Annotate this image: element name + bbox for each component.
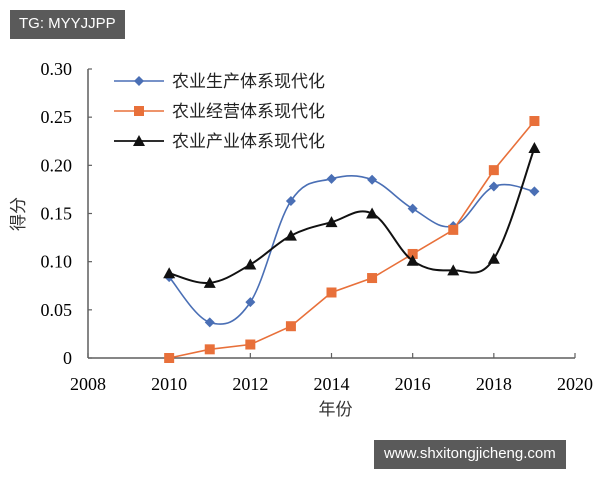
square-marker (407, 248, 418, 259)
series-line (168, 147, 536, 284)
watermark-top: TG: MYYJJPP (10, 10, 125, 39)
square-marker (164, 353, 175, 363)
triangle-marker (284, 229, 297, 241)
triangle-marker (244, 258, 257, 270)
square-marker (448, 224, 459, 235)
y-tick-label: 0.10 (41, 252, 73, 272)
square-marker (204, 344, 215, 355)
y-tick-label: 0.30 (41, 59, 73, 79)
y-axis-title: 得分 (9, 197, 29, 231)
diamond-marker (407, 203, 418, 214)
y-tick-label: 0 (63, 348, 72, 368)
diamond-marker (245, 297, 256, 308)
legend-item: 农业产业体系现代化 (114, 132, 325, 152)
legend-label: 农业生产体系现代化 (172, 72, 325, 92)
diamond-marker (367, 174, 378, 185)
x-tick-label: 2012 (232, 374, 268, 394)
square-marker (245, 339, 256, 350)
triangle-marker (528, 141, 541, 153)
square-marker (326, 287, 337, 298)
diamond-marker (326, 173, 337, 184)
x-tick-label: 2016 (395, 374, 431, 394)
x-tick-label: 2014 (314, 374, 350, 394)
series-1 (164, 173, 540, 328)
triangle-marker (447, 264, 460, 276)
x-tick-label: 2020 (557, 374, 593, 394)
legend-item: 农业生产体系现代化 (114, 72, 325, 92)
legend-item: 农业经营体系现代化 (114, 102, 325, 122)
diamond-marker (529, 186, 540, 197)
x-tick-label: 2018 (476, 374, 512, 394)
series-3 (163, 141, 541, 288)
diamond-marker (488, 181, 499, 192)
x-tick-label: 2010 (151, 374, 187, 394)
triangle-marker (325, 216, 338, 228)
chart-axes: 0 0.05 0.10 0.15 0.20 0.25 0.30 2008 2010 2012 201… (9, 59, 593, 420)
legend-label: 农业经营体系现代化 (172, 102, 325, 122)
diamond-marker (204, 317, 215, 328)
watermark-bottom: www.shxitongjicheng.com (374, 440, 566, 469)
legend-diamond-icon (134, 76, 144, 86)
square-marker (488, 165, 499, 176)
series-line (168, 120, 536, 359)
y-tick-label: 0.25 (41, 107, 73, 127)
triangle-marker (406, 254, 419, 266)
y-tick-label: 0.15 (41, 204, 73, 224)
series-line (168, 175, 535, 325)
triangle-marker (163, 267, 176, 279)
legend-label: 农业产业体系现代化 (172, 132, 325, 152)
triangle-marker (366, 207, 379, 219)
x-axis-title: 年份 (319, 400, 353, 420)
triangle-marker (203, 276, 216, 288)
legend-triangle-icon (133, 135, 145, 146)
triangle-marker (487, 252, 500, 264)
x-tick-label: 2008 (70, 374, 106, 394)
series-2 (164, 116, 540, 363)
diamond-marker (285, 195, 296, 206)
legend-square-icon (134, 106, 144, 116)
y-tick-label: 0.20 (41, 155, 73, 175)
y-tick-label: 0.05 (41, 300, 73, 320)
square-marker (367, 273, 378, 284)
chart-series (163, 116, 541, 363)
square-marker (529, 116, 540, 127)
square-marker (285, 321, 296, 332)
